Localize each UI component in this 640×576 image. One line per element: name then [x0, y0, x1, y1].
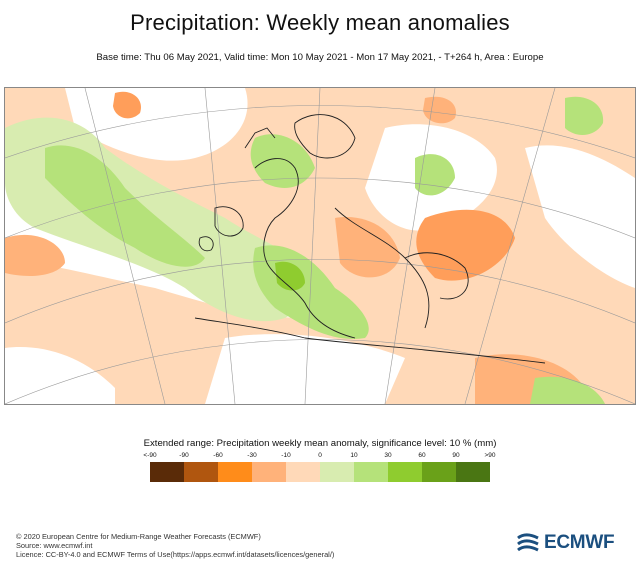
legend-swatch [388, 462, 422, 482]
dry-strong-patch [416, 209, 515, 281]
chart-subtitle: Base time: Thu 06 May 2021, Valid time: … [96, 52, 544, 63]
wet-moderate-area [45, 145, 205, 267]
no-signal-area [65, 88, 248, 161]
no-signal-area [5, 347, 115, 404]
legend-swatch [218, 462, 252, 482]
ecmwf-logo-mark-icon [517, 533, 539, 552]
legend-swatch [184, 462, 218, 482]
legend-swatch [422, 462, 456, 482]
legend-tick-label: 10 [350, 452, 358, 459]
logo-text: ECMWF [544, 532, 615, 553]
legend-tick-label: -30 [247, 452, 257, 459]
legend-tick-label: 90 [452, 452, 460, 459]
no-signal-area [525, 145, 635, 288]
legend-swatch [252, 462, 286, 482]
legend-tick-label: >90 [484, 452, 496, 459]
legend-tick-label: -90 [179, 452, 189, 459]
coastlines [194, 114, 546, 364]
dry-strong-patch [113, 91, 141, 119]
wet-moderate-area [565, 96, 604, 135]
chart-title: Precipitation: Weekly mean anomalies [130, 10, 510, 35]
legend-tick-labels: <-90 -90 -60 -30 -10 0 10 30 60 90 >90 [143, 452, 495, 462]
credit-line: © 2020 European Centre for Medium-Range … [16, 532, 261, 541]
credit-line: Licence: CC-BY-4.0 and ECMWF Terms of Us… [16, 550, 335, 560]
dry-moderate-patch [335, 217, 400, 278]
graticule [5, 88, 635, 404]
wet-moderate-area [530, 376, 605, 404]
wet-strong-area [275, 261, 305, 291]
dry-moderate-patch [5, 234, 65, 276]
credit-line: Source: www.ecmwf.int [16, 541, 93, 551]
legend-swatches [150, 462, 490, 482]
credits: © 2020 European Centre for Medium-Range … [16, 532, 334, 560]
color-legend: <-90 -90 -60 -30 -10 0 10 30 60 90 >90 [143, 452, 496, 484]
legend-swatch [150, 462, 184, 482]
map-canvas [5, 88, 635, 404]
wet-moderate-area [415, 154, 455, 196]
legend-swatch [456, 462, 490, 482]
wet-moderate-area [250, 134, 315, 188]
legend-swatch [320, 462, 354, 482]
legend-tick-label: -10 [281, 452, 291, 459]
legend-tick-label: 30 [384, 452, 392, 459]
legend-tick-label: 60 [418, 452, 426, 459]
legend-tick-label: <-90 [143, 452, 157, 459]
precipitation-anomaly-map [4, 87, 636, 405]
legend-swatch [286, 462, 320, 482]
no-signal-area [205, 334, 405, 404]
legend-tick-label: 0 [318, 452, 322, 459]
legend-tick-label: -60 [213, 452, 223, 459]
legend-swatch [354, 462, 388, 482]
legend-title: Extended range: Precipitation weekly mea… [143, 438, 497, 449]
dry-moderate-patch [423, 96, 456, 124]
ecmwf-logo: ECMWF [516, 532, 628, 554]
